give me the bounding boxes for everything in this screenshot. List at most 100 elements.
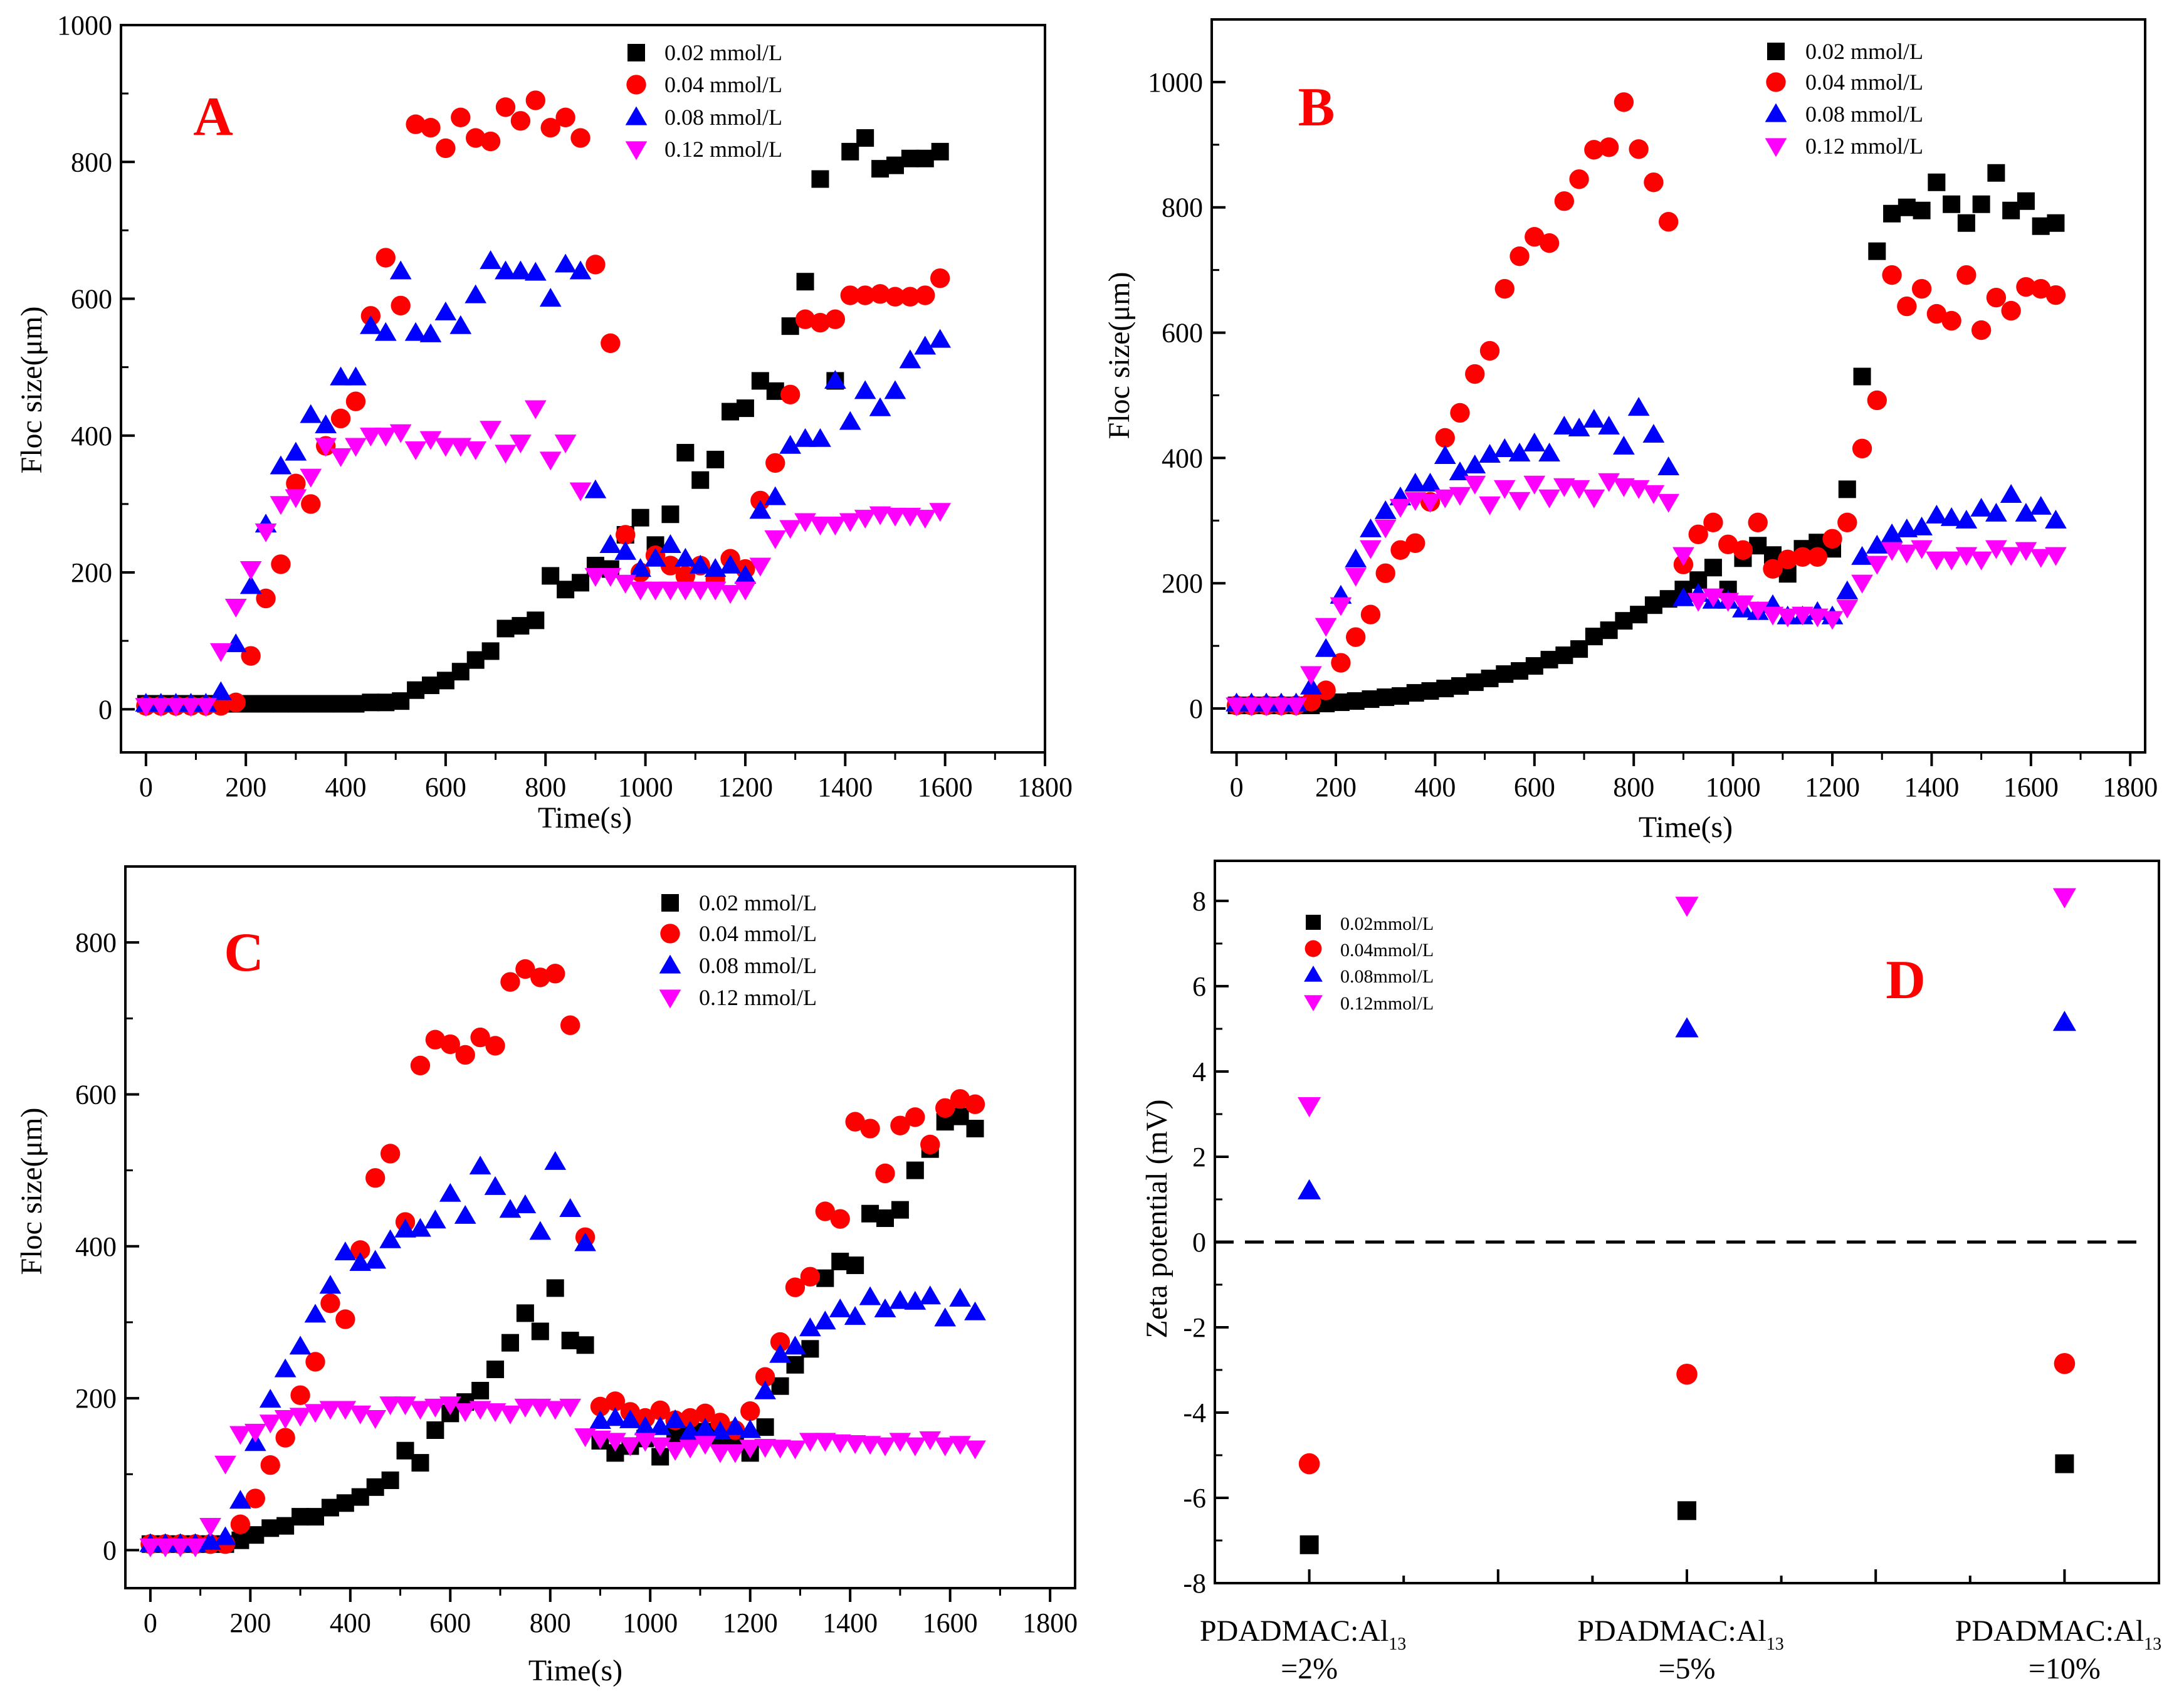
- data-point: [1777, 608, 1799, 628]
- legend-item: 0.04 mmol/L: [626, 72, 782, 97]
- plot-frame: [1210, 18, 2146, 754]
- data-point: [406, 114, 426, 134]
- data-point: [914, 335, 937, 355]
- data-point: [1913, 201, 1931, 219]
- data-point: [859, 1286, 881, 1305]
- data-point: [1851, 545, 1873, 565]
- data-point: [555, 107, 575, 127]
- y-tick-label: 0: [103, 1535, 117, 1566]
- data-point: [1496, 665, 1514, 683]
- data-point: [271, 695, 290, 713]
- data-point: [814, 1310, 836, 1330]
- data-point: [394, 1218, 416, 1238]
- data-point: [1583, 489, 1605, 508]
- data-point: [2002, 201, 2020, 219]
- legend-item: 0.02mmol/L: [1306, 914, 1434, 934]
- y-tick-label: -8: [1183, 1568, 1206, 1599]
- legend-label: 0.04 mmol/L: [664, 72, 782, 97]
- data-point: [824, 370, 846, 389]
- data-point: [876, 1209, 894, 1227]
- data-point: [150, 698, 172, 717]
- data-point: [1911, 516, 1933, 535]
- data-point: [1331, 693, 1350, 712]
- data-point: [315, 414, 337, 433]
- data-point: [2000, 483, 2022, 503]
- data-point: [809, 517, 831, 535]
- y-tick-label: 1000: [57, 10, 112, 41]
- legend-item: 0.12 mmol/L: [1765, 134, 1923, 159]
- data-point: [1538, 443, 1560, 462]
- data-point: [350, 1240, 370, 1260]
- legend-marker: [1767, 43, 1785, 60]
- data-point: [779, 520, 802, 539]
- series-0-04-mmol-l: [1226, 92, 2066, 715]
- data-point: [884, 507, 906, 527]
- data-point: [434, 438, 457, 457]
- data-point: [1583, 409, 1605, 428]
- data-point: [799, 1317, 821, 1337]
- data-point: [334, 1241, 357, 1261]
- data-point: [424, 1398, 446, 1418]
- data-point: [1525, 227, 1545, 247]
- data-point: [1615, 612, 1633, 630]
- panel-label: C: [224, 922, 264, 983]
- y-tick-label: 800: [1162, 192, 1203, 223]
- data-point: [529, 1221, 552, 1240]
- data-point: [345, 438, 367, 457]
- data-point: [1419, 493, 1441, 513]
- data-point: [1688, 524, 1708, 544]
- y-tick-label: 600: [71, 284, 112, 315]
- data-point: [854, 380, 876, 399]
- data-point: [749, 557, 772, 577]
- data-point: [1703, 512, 1723, 532]
- data-point: [724, 1416, 747, 1435]
- legend-label: 0.04mmol/L: [1340, 940, 1434, 961]
- series-0-08mmol-l: [1298, 1011, 2076, 1199]
- category-ratio: =5%: [1658, 1652, 1715, 1685]
- x-tick-label: 0: [1230, 772, 1244, 803]
- legend-marker: [626, 75, 646, 95]
- data-point: [465, 284, 487, 303]
- legend-marker: [1766, 72, 1786, 92]
- legend-item: 0.12mmol/L: [1304, 993, 1434, 1014]
- data-point: [374, 322, 397, 341]
- data-point: [214, 1455, 236, 1475]
- data-point: [1525, 657, 1543, 675]
- category-label: PDADMAC:Al13: [1955, 1614, 2161, 1654]
- data-point: [754, 1380, 776, 1399]
- x-tick-label: 0: [139, 772, 153, 803]
- data-point: [451, 107, 471, 127]
- legend-marker: [661, 894, 679, 912]
- data-point: [1346, 627, 1366, 647]
- data-point: [674, 547, 696, 567]
- data-point: [1911, 278, 1932, 299]
- data-point: [1851, 574, 1873, 594]
- data-point: [719, 585, 742, 604]
- data-point: [2030, 549, 2052, 568]
- data-point: [289, 1408, 312, 1427]
- data-point: [1449, 487, 1471, 506]
- category-subscript: 13: [1389, 1635, 1406, 1654]
- data-point: [930, 268, 950, 288]
- data-point: [1360, 518, 1382, 537]
- data-point: [257, 695, 275, 713]
- data-point: [274, 1358, 297, 1377]
- data-point: [739, 1440, 762, 1459]
- data-point: [905, 1107, 925, 1127]
- data-point: [844, 1435, 866, 1454]
- data-point: [321, 1498, 339, 1517]
- data-point: [886, 156, 904, 174]
- data-point: [1570, 640, 1588, 658]
- data-point: [501, 1334, 519, 1352]
- data-point: [809, 428, 831, 447]
- data-point: [1374, 500, 1397, 519]
- data-point: [169, 1538, 192, 1557]
- data-point: [1955, 509, 1978, 529]
- data-point: [375, 248, 396, 268]
- data-point: [409, 1218, 431, 1237]
- data-point: [335, 1309, 355, 1329]
- data-point: [674, 581, 696, 601]
- data-point: [260, 1455, 280, 1475]
- data-point: [1746, 601, 1769, 621]
- data-point: [650, 1400, 670, 1421]
